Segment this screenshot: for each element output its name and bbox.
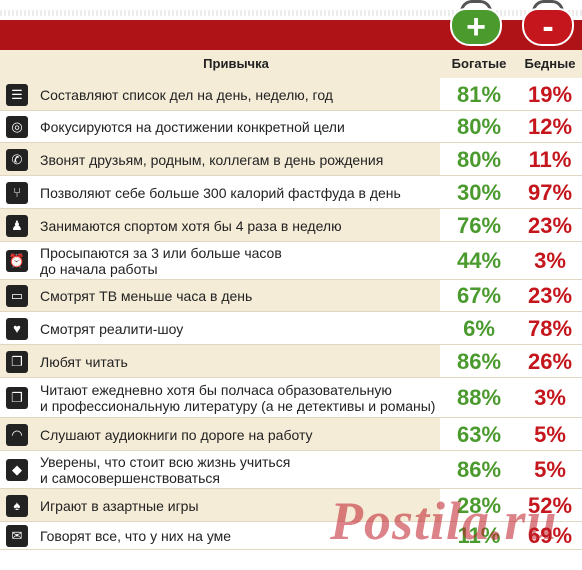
rich-percent: 67% [456,283,502,308]
table-row: ◎ Фокусируются на достижении конкретной ц… [0,111,582,143]
table-header: Привычка Богатые Бедные [0,50,582,78]
rich-percent: 28% [456,492,502,518]
poor-percent: 19% [527,81,573,107]
phone-icon: ✆ [6,149,28,171]
habit-label: Читают ежедневно хотя бы полчаса образов… [40,382,436,414]
rich-percent: 11% [457,523,501,548]
rich-percent: 81% [456,81,502,107]
rich-percent: 76% [456,212,502,238]
table-row: ▭ Смотрят ТВ меньше часа в день 67% 23% [0,280,582,312]
poor-wallet-symbol: - [522,8,574,46]
poor-percent: 78% [527,315,573,341]
table-row: ❐ Читают ежедневно хотя бы полчаса образо… [0,378,582,418]
rich-percent: 6% [463,315,495,341]
poor-percent: 23% [527,212,573,238]
habit-label: Звонят друзьям, родным, коллегам в день … [40,152,384,168]
poor-percent: 5% [534,457,566,482]
table-row: ✉ Говорят все, что у них на уме 11% 69% [0,522,582,550]
rich-percent: 80% [456,146,502,172]
header-poor: Бедные [524,56,576,71]
book-icon: ❐ [6,387,28,409]
poor-percent: 97% [527,179,573,205]
table-row: ♥ Смотрят реалити-шоу 6% 78% [0,312,582,345]
rich-percent: 88% [456,385,502,410]
table-row: ⑂ Позволяют себе больше 300 калорий фастф… [0,176,582,209]
top-stripe [0,10,582,16]
table-row: ❐ Любят читать 86% 26% [0,345,582,378]
poor-wallet-icon: - [520,0,576,46]
table-row: ☰ Составляют список дел на день, неделю, … [0,78,582,111]
habit-label: Играют в азартные игры [40,498,199,514]
habit-label: Фокусируются на достижении конкретной це… [40,119,345,135]
table-row: ✆ Звонят друзьям, родным, коллегам в день… [0,143,582,176]
rich-wallet-symbol: + [450,8,502,46]
rich-percent: 44% [456,248,502,273]
table-row: ♠ Играют в азартные игры 28% 52% [0,489,582,522]
header-rich: Богатые [451,56,507,71]
habit-label: Смотрят ТВ меньше часа в день [40,288,253,304]
table-row: ◆ Уверены, что стоит всю жизнь учиться и с… [0,451,582,489]
rich-percent: 86% [456,457,502,482]
headphones-icon: ◠ [6,424,28,446]
poor-percent: 3% [534,385,566,410]
rich-percent: 80% [456,114,502,139]
speech-icon: ✉ [6,525,28,547]
rich-percent: 86% [456,348,502,374]
habit-label: Говорят все, что у них на уме [40,528,232,544]
habit-label: Слушают аудиокниги по дороге на работу [40,427,313,443]
tv-heart-icon: ♥ [6,318,28,340]
fork-icon: ⑂ [6,182,28,204]
table-row: ◠ Слушают аудиокниги по дороге на работу 6… [0,418,582,451]
poor-percent: 5% [534,421,566,447]
alarm-clock-icon: ⏰ [6,250,28,272]
rich-percent: 30% [456,179,502,205]
poor-percent: 26% [527,348,573,374]
poor-percent: 69% [527,523,573,548]
habit-label: Смотрят реалити-шоу [40,321,184,337]
poor-percent: 3% [534,248,566,273]
poor-percent: 11% [528,146,572,172]
habit-label: Составляют список дел на день, неделю, г… [40,87,333,103]
rich-percent: 63% [456,421,502,447]
list-icon: ☰ [6,84,28,106]
graduation-cap-icon: ◆ [6,459,28,481]
habit-label: Просыпаются за 3 или больше часов до нача… [40,245,282,277]
table-row: ⏰ Просыпаются за 3 или больше часов до нач… [0,242,582,280]
habit-label: Занимаются спортом хотя бы 4 раза в неде… [40,218,342,234]
poor-percent: 12% [527,114,573,139]
book-icon: ❐ [6,351,28,373]
target-icon: ◎ [6,116,28,138]
rich-wallet-icon: + [448,0,504,46]
tv-icon: ▭ [6,285,28,307]
habit-label: Любят читать [40,354,128,370]
runner-icon: ♟ [6,215,28,237]
habit-label: Позволяют себе больше 300 калорий фастфу… [40,185,401,201]
poor-percent: 52% [527,492,573,518]
header-habit: Привычка [203,56,269,71]
habit-label: Уверены, что стоит всю жизнь учиться и са… [40,454,291,486]
poor-percent: 23% [527,283,573,308]
table-row: ♟ Занимаются спортом хотя бы 4 раза в нед… [0,209,582,242]
spade-icon: ♠ [6,495,28,517]
